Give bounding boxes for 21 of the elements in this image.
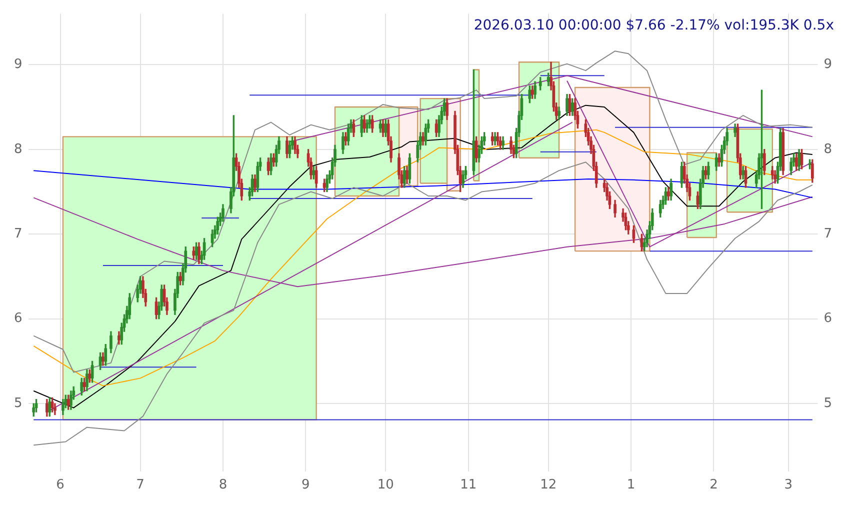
y-tick-label: 6 <box>14 311 22 326</box>
x-tick-label: 3 <box>784 478 793 493</box>
y2-tick-label: 7 <box>824 226 832 242</box>
x-tick-label: 2 <box>710 478 718 493</box>
x-tick-label: 10 <box>377 478 394 493</box>
y-tick-label: 5 <box>14 396 22 411</box>
x-tick-label: 11 <box>460 478 477 493</box>
y2-tick-label: 8 <box>824 142 832 157</box>
y2-tick-label: 5 <box>824 396 832 411</box>
y-tick-label: 8 <box>14 142 22 157</box>
y2-tick-label: 9 <box>824 57 832 72</box>
y-tick-label: 9 <box>14 57 22 72</box>
x-tick-label: 8 <box>218 478 228 493</box>
chart-title: 2026.03.10 00:00:00 $7.66 -2.17% vol:195.3K 0.5x <box>474 18 834 34</box>
x-tick-label: 6 <box>56 478 64 493</box>
x-tick-label: 12 <box>540 478 557 493</box>
x-tick-label: 7 <box>136 478 144 493</box>
y2-tick-label: 6 <box>824 311 832 326</box>
y-tick-label: 7 <box>14 226 22 242</box>
x-tick-label: 9 <box>302 478 310 493</box>
x-tick-label: 1 <box>626 478 636 493</box>
